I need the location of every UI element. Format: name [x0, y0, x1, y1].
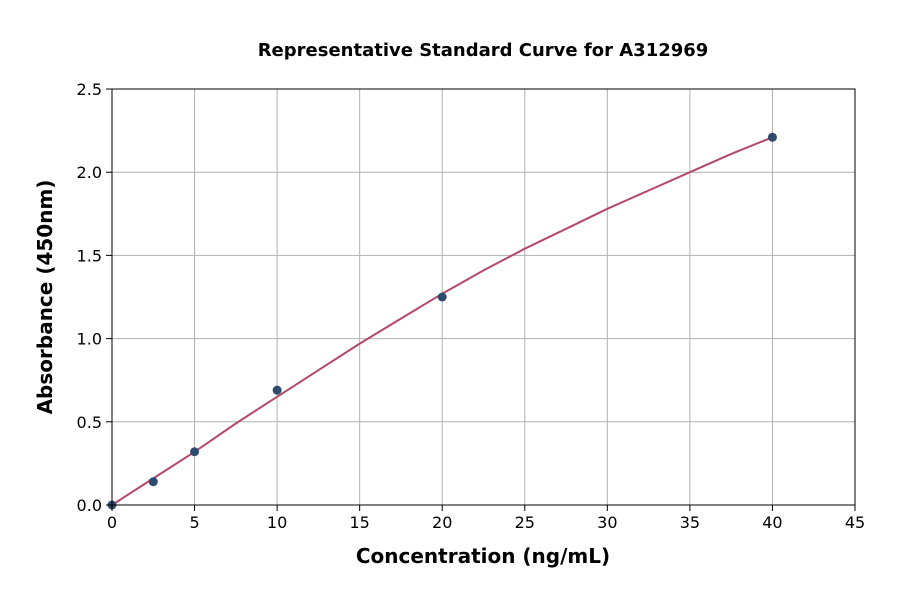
x-tick-label: 15	[349, 513, 369, 532]
x-tick-label: 45	[845, 513, 865, 532]
plot-frame	[111, 88, 856, 506]
x-tick-label: 10	[267, 513, 287, 532]
data-point	[437, 292, 447, 302]
data-points-layer	[107, 132, 777, 510]
data-point	[190, 447, 200, 457]
y-tick-label: 2.0	[77, 163, 102, 182]
y-tick-label: 1.5	[77, 246, 102, 265]
x-tick-label: 35	[680, 513, 700, 532]
x-tick-label: 30	[597, 513, 617, 532]
y-tick-label: 0.5	[77, 413, 102, 432]
y-tick-label: 1.0	[77, 330, 102, 349]
grid-lines	[111, 88, 856, 506]
x-axis-title: Concentration (ng/mL)	[356, 544, 610, 568]
y-tick-label: 2.5	[77, 80, 102, 99]
chart-title: Representative Standard Curve for A31296…	[258, 40, 709, 61]
data-point	[272, 385, 282, 395]
x-tick-label: 40	[762, 513, 782, 532]
data-point	[148, 477, 158, 487]
x-axis-ticks: 0 5 10 15 20 25 30 35 40 45	[107, 505, 865, 532]
x-tick-label: 25	[515, 513, 535, 532]
y-axis-ticks: 0.0 0.5 1.0 1.5 2.0 2.5	[77, 80, 112, 515]
x-tick-label: 5	[189, 513, 199, 532]
y-tick-label: 0.0	[77, 496, 102, 515]
x-tick-label: 20	[432, 513, 452, 532]
y-axis-title: Absorbance (450nm)	[33, 180, 57, 415]
data-point	[767, 132, 777, 142]
x-tick-label: 0	[107, 513, 117, 532]
